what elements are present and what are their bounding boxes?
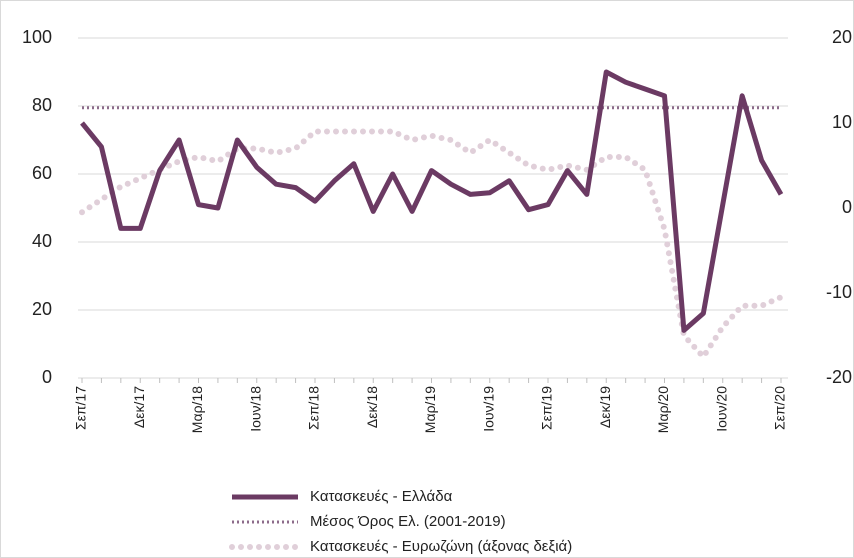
x-tick-label: Δεκ/18: [364, 386, 380, 428]
series-line: [80, 69, 784, 333]
series-line: [79, 128, 784, 360]
y2-tick-label: 10: [832, 112, 852, 132]
x-tick-label: Ιουν/20: [713, 386, 729, 432]
y-tick-label: 0: [42, 367, 52, 387]
x-tick-label: Σεπ/20: [772, 386, 788, 430]
x-tick-label: Δεκ/17: [131, 386, 147, 428]
legend-label: Κατασκευές - Ελλάδα: [310, 488, 453, 505]
y2-tick-label: -10: [826, 282, 852, 302]
y-tick-label: 60: [32, 163, 52, 183]
x-tick-label: Μαρ/19: [422, 386, 438, 433]
x-tick-label: Μαρ/18: [189, 386, 205, 433]
y-tick-label: 80: [32, 95, 52, 115]
x-tick-label: Ιουν/19: [480, 386, 496, 432]
x-tick-label: Σεπ/18: [306, 386, 322, 430]
y-tick-label: 40: [32, 231, 52, 251]
y2-tick-label: 20: [832, 27, 852, 47]
x-tick-label: Ιουν/18: [247, 386, 263, 432]
x-tick-label: Σεπ/19: [539, 386, 555, 430]
legend-label: Μέσος Όρος Ελ. (2001-2019): [310, 513, 506, 530]
legend-label: Κατασκευές - Ευρωζώνη (άξονας δεξιά): [310, 538, 572, 555]
x-tick-label: Δεκ/19: [597, 386, 613, 428]
y2-tick-label: -20: [826, 367, 852, 387]
x-tick-label: Σεπ/17: [73, 386, 89, 430]
y2-tick-label: 0: [842, 197, 852, 217]
y-tick-label: 20: [32, 299, 52, 319]
x-tick-label: Μαρ/20: [655, 386, 671, 433]
y-tick-label: 100: [22, 27, 52, 47]
